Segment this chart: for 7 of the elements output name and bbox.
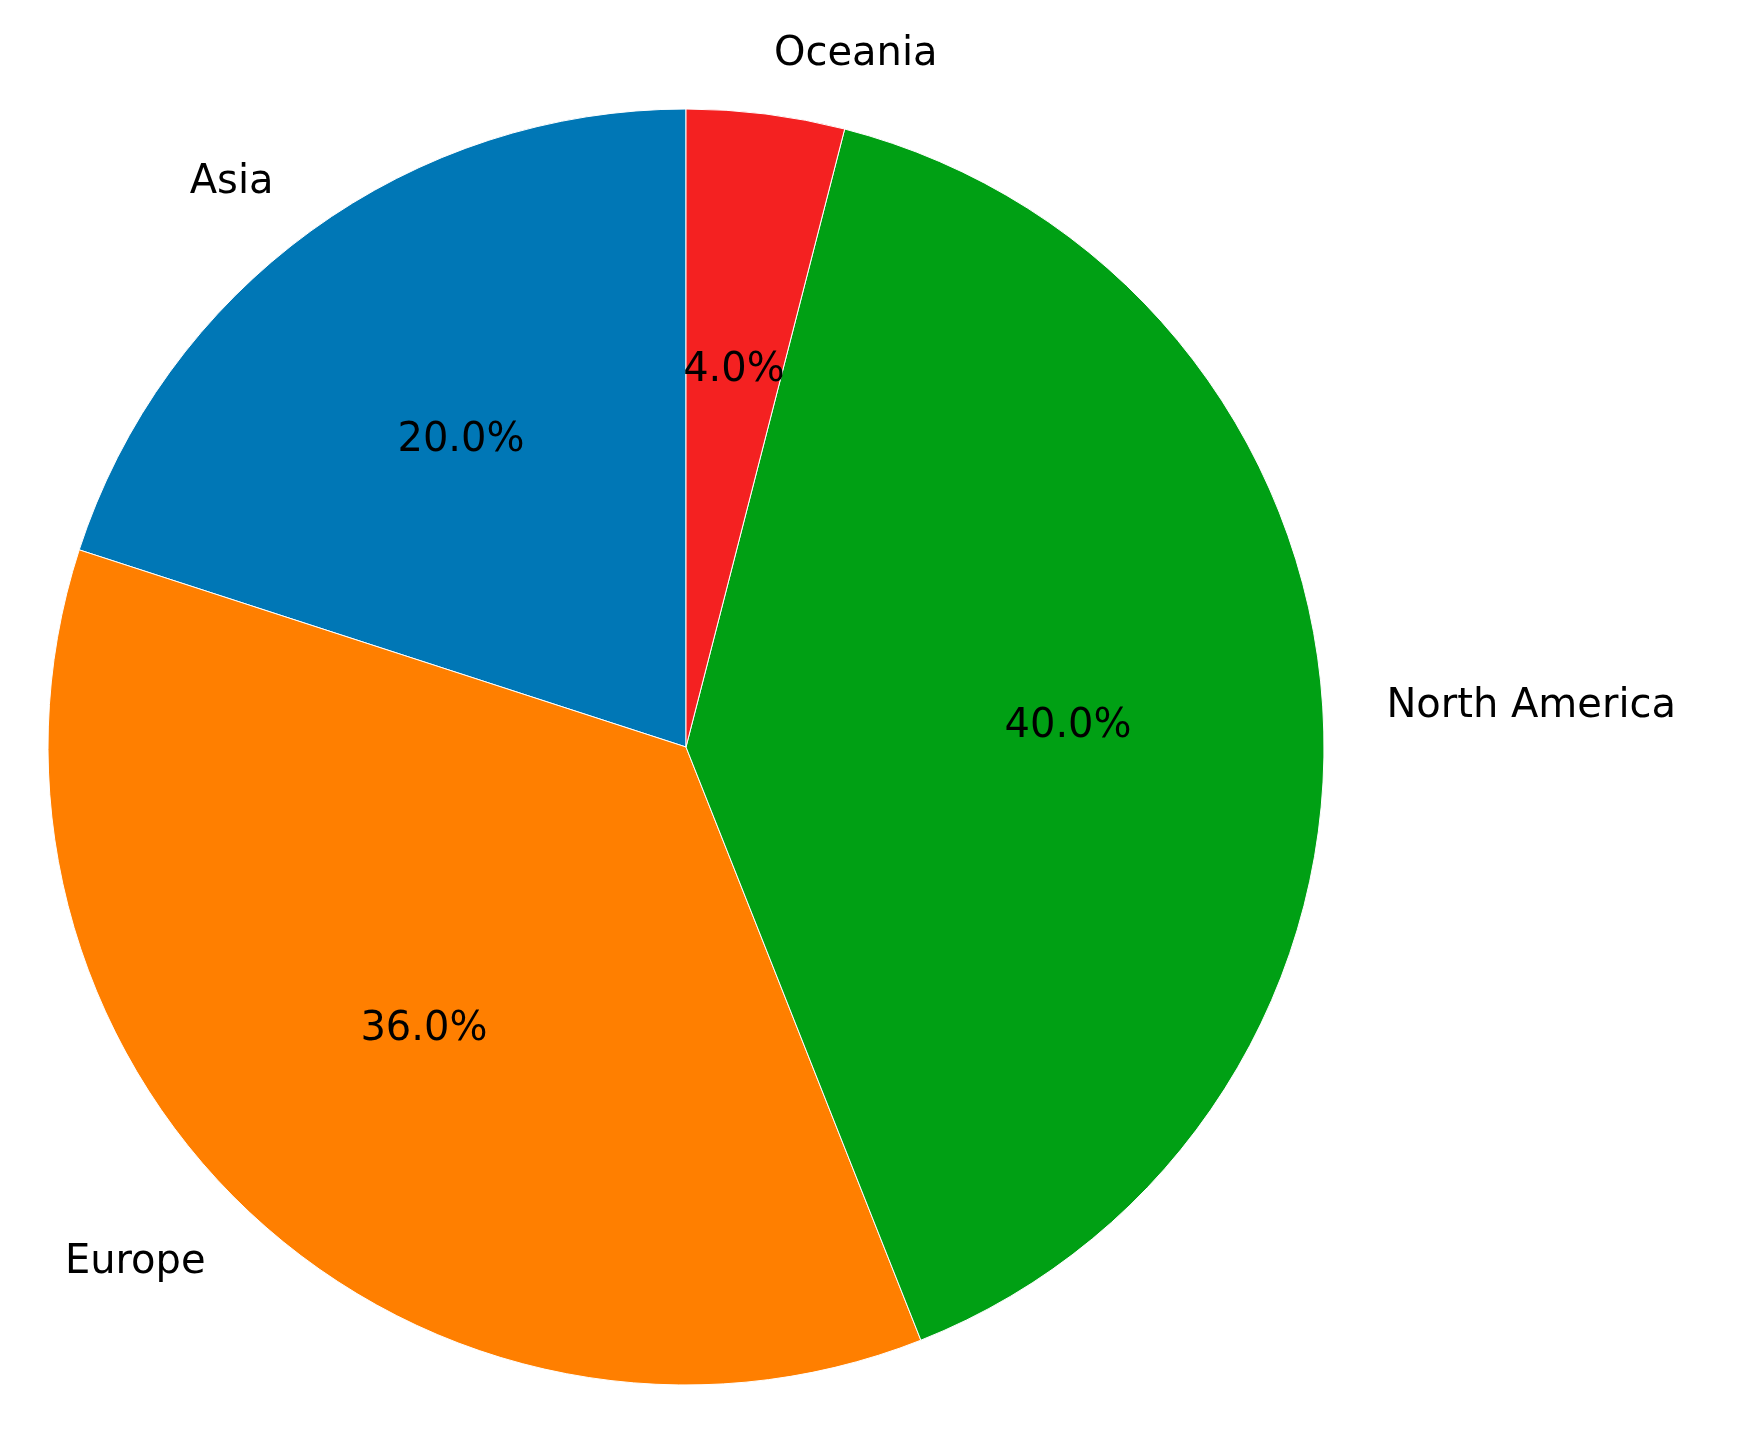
- data-label: 36.0%: [360, 1003, 488, 1050]
- slice-label: Oceania: [773, 27, 938, 74]
- slice-label: Asia: [189, 156, 274, 203]
- data-label: 40.0%: [1004, 699, 1132, 746]
- slice-label: North America: [1386, 679, 1677, 726]
- data-label: 20.0%: [397, 414, 525, 461]
- slice-label: Europe: [64, 1235, 206, 1282]
